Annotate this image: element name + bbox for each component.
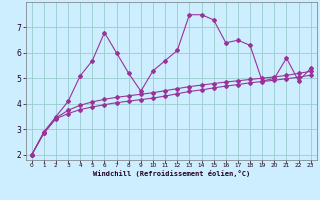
X-axis label: Windchill (Refroidissement éolien,°C): Windchill (Refroidissement éolien,°C) [92,170,250,177]
